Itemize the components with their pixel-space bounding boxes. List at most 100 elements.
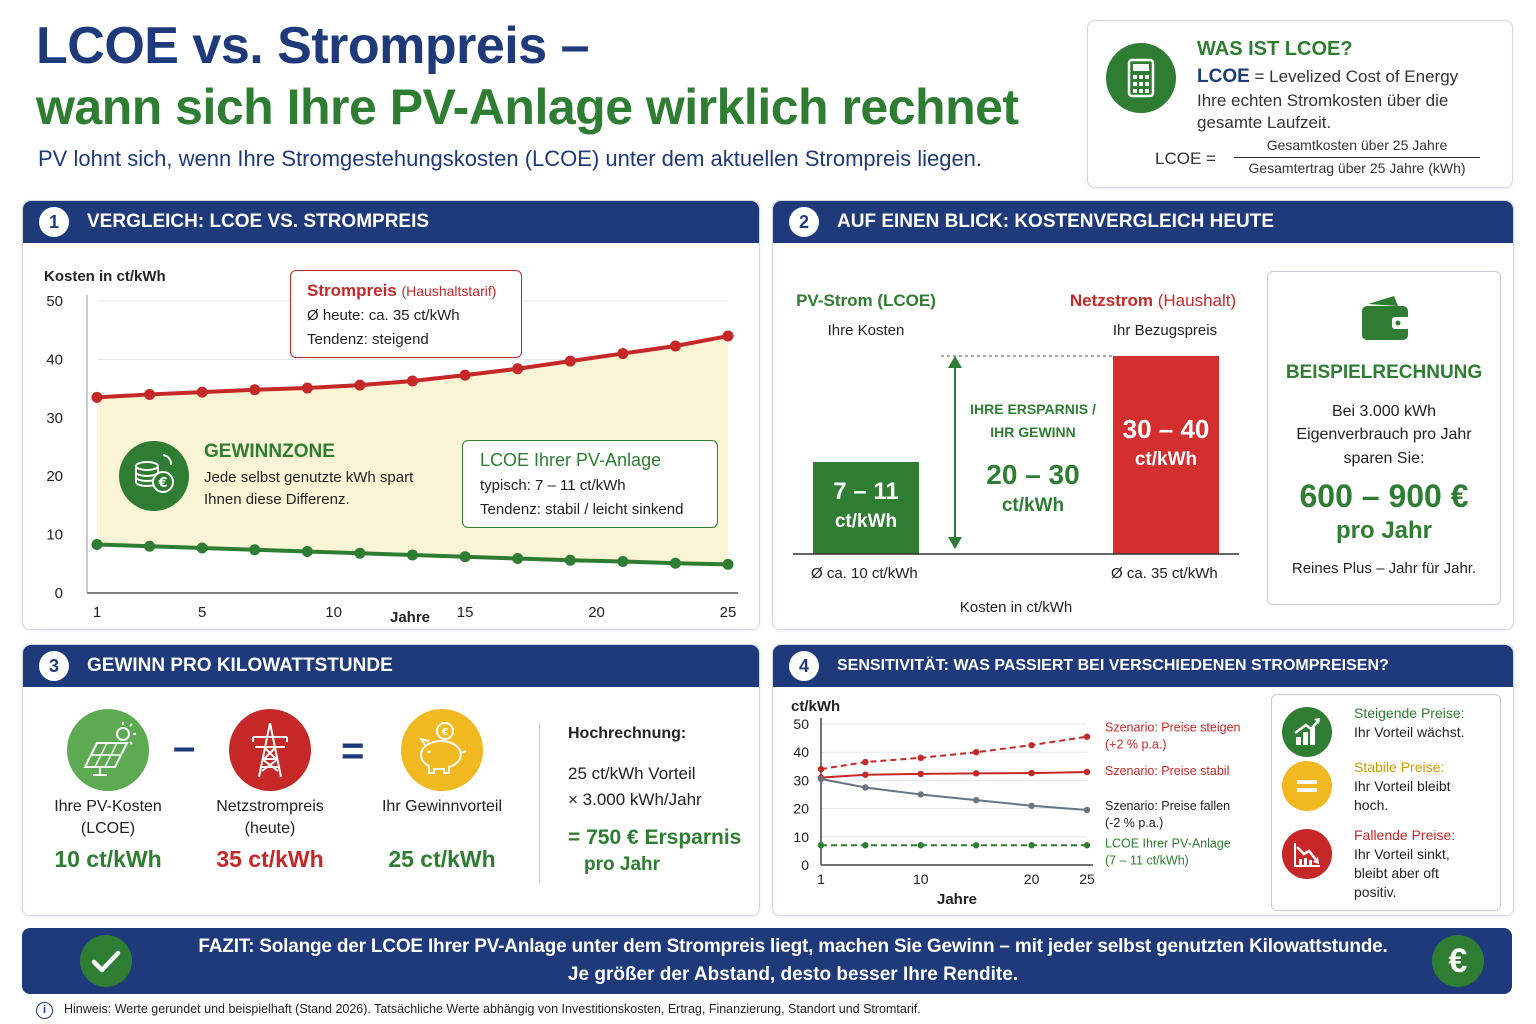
panel2-axis-label: Kosten in ct/kWh <box>959 599 1073 616</box>
lcoe-point <box>669 557 681 569</box>
lcoe-point <box>722 558 734 570</box>
info-term: LCOE <box>1197 66 1250 87</box>
scenario-point-1 <box>1083 768 1091 776</box>
equals-icon <box>1282 761 1332 811</box>
net-price-label-line1: Netzstrompreis <box>216 798 324 815</box>
scenario-point-3 <box>862 842 869 849</box>
legend-title: Fallende Preise: <box>1354 827 1456 843</box>
fazit-banner: FAZIT: Solange der LCOE Ihrer PV-Anlage … <box>22 928 1512 994</box>
scenario-line-1 <box>820 770 1088 779</box>
y-tick-label: 0 <box>55 585 63 602</box>
scenario-label-1: Szenario: Preise stabil <box>1105 764 1229 778</box>
panel2-number: 2 <box>789 207 819 237</box>
scenario-label-sub-2: (-2 % p.a.) <box>1105 816 1163 830</box>
info-definition-line2: Ihre echten Stromkosten über die <box>1197 91 1449 110</box>
scenario-point-2 <box>817 775 825 783</box>
minus-sign: – <box>173 725 196 769</box>
panel-gain-per-kwh: 3 GEWINN PRO KILOWATTSTUNDE – = <box>22 644 760 916</box>
strompreis-callout: Strompreis (Haushaltstarif) Ø heute: ca.… <box>290 270 522 358</box>
scenario-point-3 <box>817 842 825 849</box>
y-axis-label: Kosten in ct/kWh <box>44 268 166 285</box>
savings-value-line2: ct/kWh <box>1001 495 1065 516</box>
solar-panel-icon <box>67 709 149 791</box>
scenario-point-0 <box>917 754 924 762</box>
scenario-point-3 <box>917 842 924 849</box>
lcoe-point <box>144 540 156 552</box>
scenario-point-1 <box>972 770 980 777</box>
y-tick-label: 40 <box>46 351 63 368</box>
net-average: Ø ca. 35 ct/kWh <box>1111 565 1218 582</box>
lcoe-point <box>249 544 261 556</box>
lcoe-point <box>354 547 366 559</box>
sensitivity-legend-box: Steigende Preise: Ihr Vorteil wächst. Stab… <box>1271 694 1501 911</box>
scenario-point-0 <box>1083 733 1091 740</box>
scenario-point-2 <box>972 796 980 804</box>
lcoe-callout-title: LCOE Ihrer PV-Anlage <box>480 450 662 470</box>
net-bar-line1: 30 – 40 <box>1122 414 1210 444</box>
y-tick-label: 10 <box>46 527 63 544</box>
lcoe-info-box: WAS IST LCOE? LCOE = Levelized Cost of E… <box>1087 20 1513 188</box>
example-value: 600 – 900 € <box>1299 478 1469 514</box>
net-label-main: Netzstrom <box>1069 291 1153 310</box>
scenario-line-2 <box>820 778 1088 812</box>
net-sub: Ihr Bezugspreis <box>1112 322 1218 339</box>
pv-average: Ø ca. 10 ct/kWh <box>811 565 918 582</box>
lcoe-point <box>617 555 629 567</box>
lcoe-point <box>564 554 576 566</box>
strompreis-point <box>564 355 576 367</box>
x-tick-label: 25 <box>1079 871 1095 887</box>
gain-label: Ihr Gewinnvorteil <box>381 798 503 815</box>
pv-bar-line2: ct/kWh <box>834 511 898 532</box>
scenario-point-2 <box>862 784 869 791</box>
x-tick-label: 25 <box>720 604 737 621</box>
scenario-point-0 <box>817 765 825 773</box>
example-box: BEISPIELRECHNUNG Bei 3.000 kWh Eigenverb… <box>1267 271 1501 605</box>
euro-icon: € <box>1432 935 1484 987</box>
svg-text:€: € <box>441 727 449 738</box>
lcoe-point <box>196 542 208 554</box>
fazit-line2: Je größer der Abstand, desto besser Ihre… <box>567 964 1019 985</box>
y-tick-label: 30 <box>46 410 63 427</box>
x-tick-label: 1 <box>817 871 825 887</box>
scenario-point-0 <box>862 758 869 766</box>
formula-left: LCOE = <box>1155 149 1216 168</box>
x-tick-label: 20 <box>1024 871 1040 887</box>
panel2-title: AUF EINEN BLICK: KOSTENVERGLEICH HEUTE <box>837 211 1275 232</box>
net-price-value: 35 ct/kWh <box>216 846 324 872</box>
gewinnzone-title: GEWINNZONE <box>204 441 335 462</box>
example-line1: Bei 3.000 kWh <box>1331 403 1437 420</box>
scenario-point-3 <box>972 842 980 849</box>
pv-cost-label-line1: Ihre PV-Kosten <box>54 798 162 815</box>
pv-cost-value: 10 ct/kWh <box>54 846 162 872</box>
x-tick-label: 1 <box>93 604 101 621</box>
savings-value-line1: 20 – 30 <box>986 459 1080 490</box>
panel3-title: GEWINN PRO KILOWATTSTUNDE <box>87 655 393 676</box>
scenario-point-1 <box>917 770 924 778</box>
scenario-line-0 <box>820 735 1088 771</box>
fazit-line1: FAZIT: Solange der LCOE Ihrer PV-Anlage … <box>198 936 1388 957</box>
formula-numerator: Gesamtkosten über 25 Jahre <box>1266 137 1448 153</box>
net-label: Netzstrom (Haushalt) <box>1053 291 1253 311</box>
x-tick-label: 10 <box>913 871 929 887</box>
strompreis-point <box>301 382 313 394</box>
net-cost-bar: 30 – 40 ct/kWh <box>1113 356 1219 554</box>
gain-value: 25 ct/kWh <box>388 846 496 872</box>
strompreis-point <box>407 375 418 387</box>
panel4-title: SENSITIVITÄT: WAS PASSIERT BEI VERSCHIED… <box>837 657 1389 674</box>
scenario-point-2 <box>917 791 924 798</box>
scenario-point-0 <box>1028 741 1035 749</box>
gewinnzone-line2: Ihnen diese Differenz. <box>204 491 350 508</box>
panel4-number: 4 <box>789 651 819 681</box>
legend-title: Steigende Preise: <box>1354 705 1465 721</box>
strompreis-point <box>354 379 366 391</box>
strompreis-point <box>91 391 103 403</box>
info-definition-line1: = Levelized Cost of Energy <box>1254 67 1459 86</box>
footnote: Hinweis: Werte gerundet und beispielhaft… <box>64 1002 921 1016</box>
scenario-label-3: LCOE Ihrer PV-Anlage <box>1105 836 1231 850</box>
info-title: WAS IST LCOE? <box>1197 38 1353 60</box>
svg-text:€: € <box>157 476 167 491</box>
legend-title: Stabile Preise: <box>1354 759 1445 775</box>
panel1-number: 1 <box>39 207 69 237</box>
y-tick-label: 0 <box>801 857 809 873</box>
y-tick-label: 40 <box>793 744 809 760</box>
